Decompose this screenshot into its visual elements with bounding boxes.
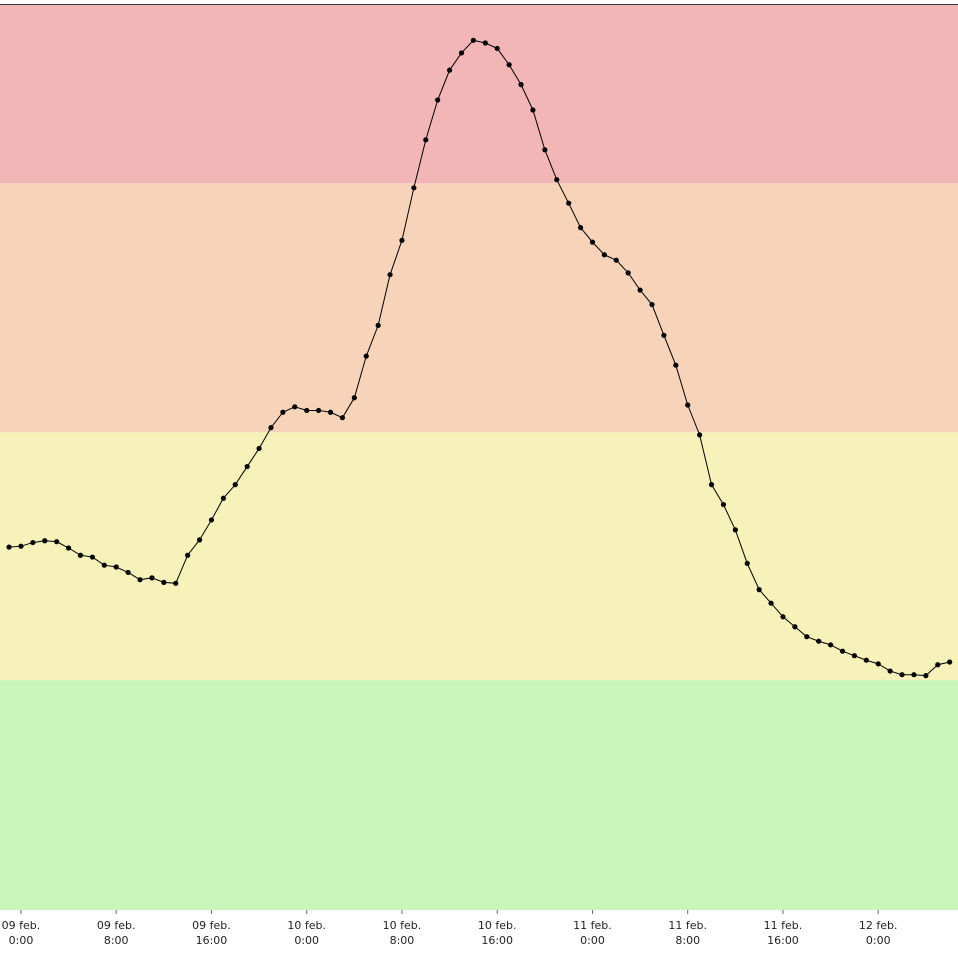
point [173, 580, 179, 586]
point [530, 107, 536, 113]
point [339, 415, 346, 421]
point [161, 579, 167, 585]
point [661, 332, 667, 338]
point [649, 301, 655, 308]
point [399, 237, 405, 243]
point [232, 482, 238, 488]
point [137, 577, 143, 583]
x-tick-label: 10 feb. 8:00 [382, 919, 422, 947]
point [542, 147, 548, 153]
point [256, 445, 262, 452]
x-tick-label: 10 feb. 16:00 [477, 919, 517, 947]
point [839, 648, 846, 654]
point [816, 638, 822, 644]
point [697, 432, 703, 438]
point [327, 409, 334, 415]
point [446, 67, 453, 73]
band [0, 5, 958, 184]
point [280, 409, 286, 415]
x-tick-label: 09 feb. 16:00 [192, 919, 231, 947]
point [625, 270, 631, 276]
point [411, 185, 417, 191]
point [77, 552, 84, 558]
point [768, 600, 774, 606]
point [6, 544, 12, 550]
x-tick-label: 09 feb. 0:00 [1, 919, 41, 947]
point [42, 538, 48, 544]
point [947, 659, 953, 665]
point [637, 287, 643, 293]
point [923, 673, 929, 679]
point [292, 404, 298, 410]
point [899, 672, 905, 678]
band [0, 680, 958, 910]
point [685, 402, 691, 408]
point [577, 225, 584, 231]
point [149, 575, 155, 581]
point [601, 252, 607, 258]
point [268, 425, 274, 431]
point [875, 661, 881, 667]
point [744, 560, 750, 566]
point [673, 362, 679, 368]
point [458, 50, 465, 56]
x-tick-label: 11 feb. 0:00 [573, 919, 612, 947]
point [208, 517, 215, 523]
point [101, 562, 107, 568]
point [304, 407, 310, 414]
x-tick-label: 11 feb. 16:00 [763, 919, 803, 947]
point [756, 587, 762, 593]
point [125, 569, 131, 576]
point [65, 545, 72, 551]
x-tick-label: 09 feb. 8:00 [96, 919, 136, 947]
point [423, 137, 429, 143]
point [780, 614, 786, 620]
point [113, 564, 119, 570]
point [851, 653, 858, 659]
point [89, 554, 95, 560]
point [589, 239, 596, 245]
point [911, 672, 917, 678]
point [732, 527, 738, 533]
point [387, 272, 393, 278]
point [804, 634, 810, 640]
point [720, 501, 727, 508]
point [708, 482, 715, 488]
point [935, 662, 941, 668]
point [828, 642, 834, 648]
point [54, 539, 60, 545]
point [470, 37, 477, 43]
point [185, 552, 191, 558]
x-tick-label: 11 feb. 8:00 [668, 919, 708, 947]
point [30, 539, 36, 546]
point [887, 668, 893, 674]
point [613, 257, 619, 263]
point [375, 322, 381, 328]
point [494, 45, 500, 52]
point [316, 407, 322, 414]
point [792, 624, 798, 630]
point [18, 543, 24, 549]
point [220, 495, 226, 501]
point [351, 395, 357, 401]
point [196, 537, 203, 543]
point [435, 97, 441, 103]
x-tick-label: 12 feb. 0:00 [858, 919, 898, 947]
point [518, 82, 524, 88]
point [863, 657, 869, 663]
x-tick-label: 10 feb. 0:00 [287, 919, 327, 947]
band [0, 183, 958, 433]
band [0, 432, 958, 681]
point [363, 353, 369, 359]
point [482, 40, 488, 46]
point [554, 177, 560, 183]
point [566, 200, 572, 206]
point [244, 463, 250, 470]
point [506, 62, 512, 68]
